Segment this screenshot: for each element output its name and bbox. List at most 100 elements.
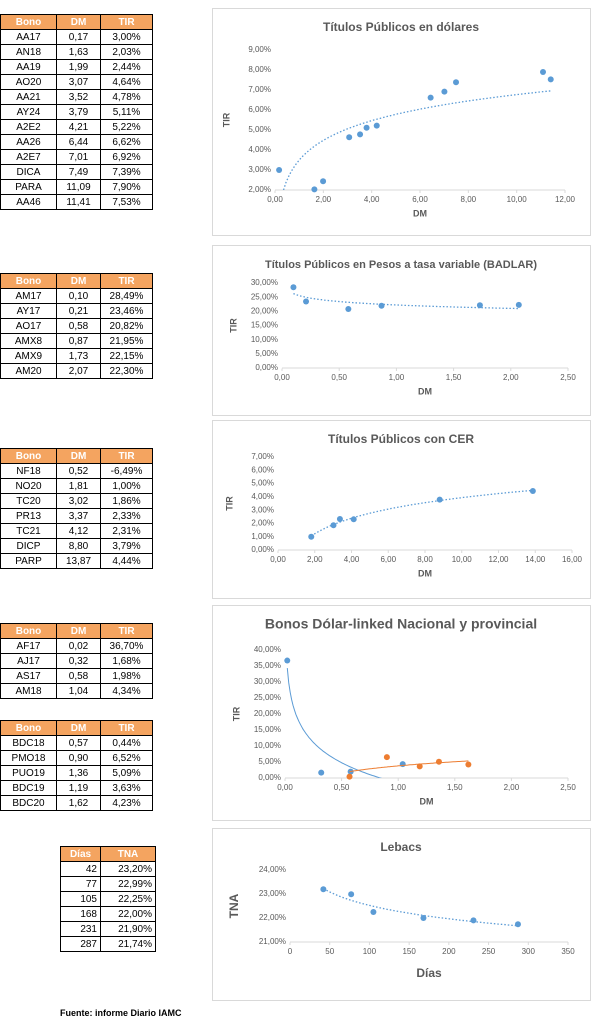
point: [420, 915, 427, 921]
cell: A2E2: [0, 119, 57, 135]
cell: 0,02: [56, 638, 101, 654]
cell: 4,64%: [100, 74, 153, 90]
cell: AA17: [0, 29, 57, 45]
header-cell: DM: [56, 623, 101, 639]
chart-frame: [212, 420, 591, 599]
point: [320, 886, 327, 893]
cell: AMX9: [0, 348, 57, 364]
cell: 7,01: [56, 149, 101, 165]
cell: 1,63: [56, 44, 101, 60]
cell: 0,87: [56, 333, 101, 349]
cell: 287: [60, 936, 101, 952]
cell: 22,15%: [100, 348, 153, 364]
cell: -6,49%: [100, 463, 153, 479]
y-tick-label: 1,00%: [251, 532, 274, 541]
y-tick-label: 5,00%: [251, 479, 274, 488]
y-tick-label: 20,00%: [254, 709, 281, 718]
header-cell: TIR: [100, 273, 153, 289]
y-tick-label: 15,00%: [251, 321, 278, 330]
cell: 2,07: [56, 363, 101, 379]
point: [357, 131, 364, 138]
y-tick-label: 10,00%: [251, 335, 278, 344]
point: [346, 134, 353, 141]
chart-title: Títulos Públicos en dólares: [323, 20, 479, 34]
point: [416, 763, 423, 770]
x-axis-label: DM: [418, 568, 432, 578]
trendline: [349, 760, 469, 773]
cell: 3,52: [56, 89, 101, 105]
data-table: Bono DM TIR AM17 0,10 28,49% AY17 0,21 23,46% AO1…: [0, 273, 153, 379]
header-cell: DM: [56, 448, 101, 464]
y-tick-label: 4,00%: [251, 492, 274, 501]
cell: 1,86%: [100, 493, 153, 509]
cell: 7,53%: [100, 194, 153, 210]
chart-frame: [212, 828, 591, 1001]
x-tick-label: 12,00: [488, 555, 509, 564]
cell: 0,90: [56, 750, 101, 766]
x-tick-label: 0,00: [270, 555, 286, 564]
y-tick-label: 5,00%: [255, 349, 278, 358]
data-table: Bono DM TIR AF17 0,02 36,70% AJ17 0,32 1,68% AS17…: [0, 623, 153, 699]
point: [284, 657, 291, 664]
trendline: [323, 888, 519, 927]
cell: 1,81: [56, 478, 101, 494]
x-tick-label: 10,00: [507, 195, 528, 204]
chart-frame: [212, 605, 591, 821]
x-tick-label: 0: [288, 947, 293, 956]
y-tick-label: 5,00%: [258, 757, 281, 766]
x-tick-label: 0,50: [331, 373, 347, 382]
cell: AA46: [0, 194, 57, 210]
cell: AA19: [0, 59, 57, 75]
y-tick-label: 30,00%: [251, 278, 278, 287]
x-tick-label: 1,00: [389, 373, 405, 382]
y-tick-label: 24,00%: [259, 865, 286, 874]
cell: 2,33%: [100, 508, 153, 524]
y-tick-label: 25,00%: [254, 693, 281, 702]
point: [378, 302, 385, 309]
cell: AM18: [0, 683, 57, 699]
x-tick-label: 2,00: [307, 555, 323, 564]
cell: BDC18: [0, 735, 57, 751]
cell: 23,46%: [100, 303, 153, 319]
cell: AF17: [0, 638, 57, 654]
data-table: Bono DM TIR AA17 0,17 3,00% AN18 1,63 2,03% AA19 1…: [0, 14, 153, 210]
x-tick-label: 2,00: [504, 783, 520, 792]
cell: AA26: [0, 134, 57, 150]
point: [330, 522, 337, 529]
y-tick-label: 40,00%: [254, 645, 281, 654]
y-tick-label: 3,00%: [251, 505, 274, 514]
cell: 0,21: [56, 303, 101, 319]
point: [540, 69, 547, 75]
cell: 4,44%: [100, 553, 153, 569]
cell: 3,00%: [100, 29, 153, 45]
cell: AM17: [0, 288, 57, 304]
cell: 1,99: [56, 59, 101, 75]
x-tick-label: 2,50: [560, 373, 576, 382]
y-tick-label: 7,00%: [251, 452, 274, 461]
x-axis-label: DM: [413, 208, 427, 218]
cell: TC21: [0, 523, 57, 539]
x-tick-label: 250: [482, 947, 496, 956]
cell: AA21: [0, 89, 57, 105]
cell: 1,19: [56, 780, 101, 796]
cell: 231: [60, 921, 101, 937]
header-cell: TIR: [100, 623, 153, 639]
cell: 11,09: [56, 179, 101, 195]
y-tick-label: 21,00%: [259, 937, 286, 946]
chart-title: Títulos Públicos en Pesos a tasa variabl…: [265, 259, 537, 271]
cell: 3,07: [56, 74, 101, 90]
chart-title: Bonos Dólar-linked Nacional y provincial: [265, 616, 537, 632]
cell: 5,22%: [100, 119, 153, 135]
y-tick-label: 23,00%: [259, 889, 286, 898]
header-cell: Bono: [0, 623, 57, 639]
cell: DICA: [0, 164, 57, 180]
point: [515, 301, 522, 308]
trendline: [310, 489, 533, 537]
cell: 2,44%: [100, 59, 153, 75]
x-tick-label: 150: [402, 947, 416, 956]
cell: 0,17: [56, 29, 101, 45]
point: [308, 533, 315, 540]
cell: 0,52: [56, 463, 101, 479]
